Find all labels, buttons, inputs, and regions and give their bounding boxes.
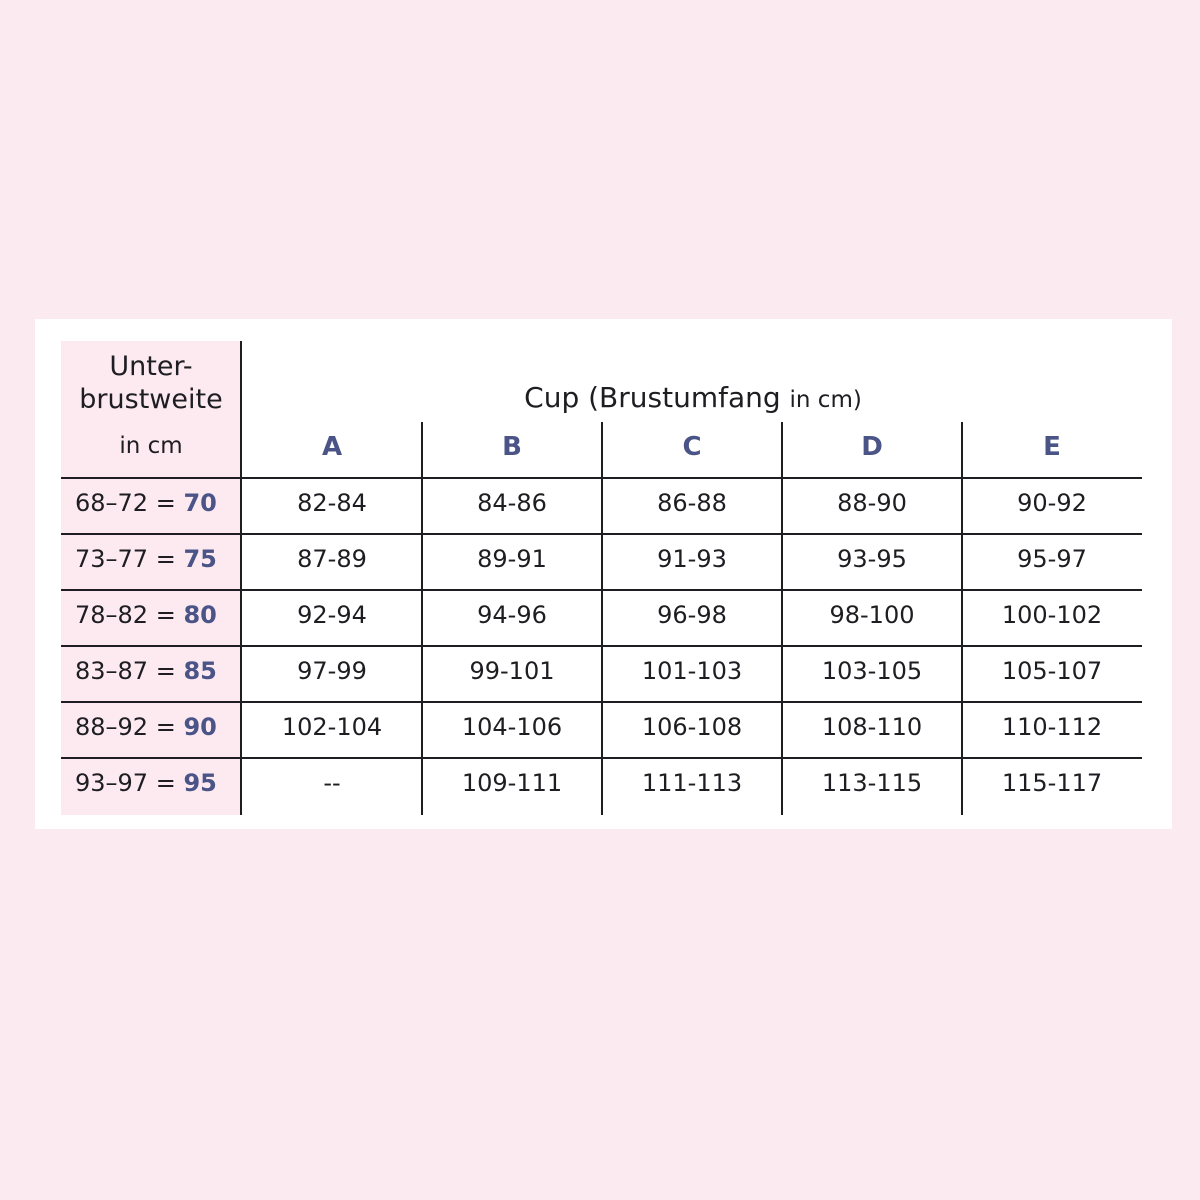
table-cell: 95-97 <box>1017 545 1087 573</box>
table-cell: 99-101 <box>469 657 555 685</box>
table-cell: 91-93 <box>657 545 727 573</box>
table-cell: 98-100 <box>829 601 915 629</box>
table-cell: 110-112 <box>1001 713 1103 741</box>
table-cell: 102-104 <box>281 713 383 741</box>
column-divider-line <box>961 422 963 815</box>
table-cell: 108-110 <box>821 713 923 741</box>
table-cell: 97-99 <box>297 657 367 685</box>
header-divider-line <box>240 341 242 815</box>
equals-sign: = <box>148 601 184 629</box>
band-size: 80 <box>183 601 217 629</box>
table-cell: 82-84 <box>297 489 367 517</box>
table-cell: 84-86 <box>477 489 547 517</box>
band-size: 90 <box>183 713 217 741</box>
equals-sign: = <box>148 713 184 741</box>
row-divider-line <box>61 533 1142 535</box>
table-cell: -- <box>323 769 341 797</box>
table-cell: 92-94 <box>297 601 367 629</box>
column-divider-line <box>601 422 603 815</box>
cup-title-main: Cup (Brustumfang <box>524 381 781 414</box>
equals-sign: = <box>148 657 184 685</box>
table-cell: 103-105 <box>821 657 923 685</box>
table-cell: 106-108 <box>641 713 743 741</box>
table-cell: 111-113 <box>641 769 743 797</box>
equals-sign: = <box>148 769 184 797</box>
table-cell: 113-115 <box>821 769 923 797</box>
underbust-range: 68–72 <box>75 489 149 517</box>
column-divider-line <box>781 422 783 815</box>
row-label: 78–82 = 80 <box>61 603 241 627</box>
table-cell: 87-89 <box>297 545 367 573</box>
table-cell: 105-107 <box>1001 657 1103 685</box>
cup-title-unit: in cm) <box>789 387 862 413</box>
cup-header-e: E <box>1043 432 1061 462</box>
table-cell: 100-102 <box>1001 601 1103 629</box>
table-cell: 89-91 <box>477 545 547 573</box>
underbust-range: 93–97 <box>75 769 149 797</box>
row-divider-line <box>61 477 1142 479</box>
cup-header-c: C <box>682 432 702 462</box>
equals-sign: = <box>148 489 184 517</box>
column-divider-line <box>421 422 423 815</box>
cup-header-b: B <box>502 432 522 462</box>
row-divider-line <box>61 701 1142 703</box>
band-size: 95 <box>183 769 217 797</box>
row-divider-line <box>61 589 1142 591</box>
table-cell: 90-92 <box>1017 489 1087 517</box>
underbust-range: 83–87 <box>75 657 149 685</box>
row-divider-line <box>61 757 1142 759</box>
table-cell: 86-88 <box>657 489 727 517</box>
cup-header-a: A <box>321 432 343 462</box>
cup-title: Cup (Brustumfang in cm) <box>243 384 1143 412</box>
table-cell: 93-95 <box>837 545 907 573</box>
row-header-background <box>61 341 241 815</box>
table-cell: 109-111 <box>461 769 563 797</box>
table-cell: 94-96 <box>477 601 547 629</box>
table-cell: 104-106 <box>461 713 563 741</box>
underbust-unit: in cm <box>119 433 183 459</box>
row-label: 73–77 = 75 <box>61 547 241 571</box>
table-cell: 115-117 <box>1001 769 1103 797</box>
band-size: 75 <box>183 545 217 573</box>
underbust-range: 88–92 <box>75 713 149 741</box>
row-label: 68–72 = 70 <box>61 491 241 515</box>
underbust-title-line2: brustweite <box>79 384 223 415</box>
band-size: 85 <box>183 657 217 685</box>
row-label: 83–87 = 85 <box>61 659 241 683</box>
table-cell: 96-98 <box>657 601 727 629</box>
underbust-range: 78–82 <box>75 601 149 629</box>
row-label: 88–92 = 90 <box>61 715 241 739</box>
equals-sign: = <box>148 545 184 573</box>
table-cell: 88-90 <box>837 489 907 517</box>
cup-header-d: D <box>861 432 883 462</box>
band-size: 70 <box>183 489 217 517</box>
row-divider-line <box>61 645 1142 647</box>
table-cell: 101-103 <box>641 657 743 685</box>
underbust-range: 73–77 <box>75 545 149 573</box>
underbust-title-line1: Unter- <box>109 351 193 382</box>
row-label: 93–97 = 95 <box>61 771 241 795</box>
